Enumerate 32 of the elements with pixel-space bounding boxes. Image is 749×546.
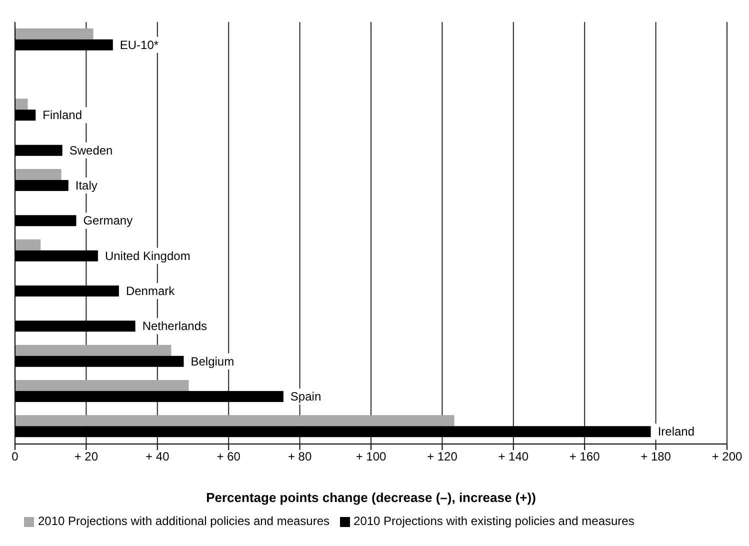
x-tick-label: + 20 <box>74 450 98 464</box>
x-tick-label: + 60 <box>216 450 241 464</box>
x-tick-label: + 140 <box>498 450 529 464</box>
y-tick-label: EU-10* <box>120 38 159 52</box>
x-tick-label: + 100 <box>356 450 386 464</box>
bar <box>15 168 62 180</box>
bar <box>15 239 41 250</box>
x-tick-label: + 40 <box>146 450 170 464</box>
x-axis-title: Percentage points change (decrease (–), increase (+)) <box>206 490 536 505</box>
y-tick-label: Denmark <box>126 284 176 298</box>
y-tick-label: Finland <box>42 108 82 122</box>
legend-label: 2010 Projections with additional policies and measures <box>38 514 330 528</box>
y-tick-label: Spain <box>290 389 322 404</box>
x-tick-label: + 160 <box>569 450 600 464</box>
bar <box>15 28 94 40</box>
x-tick-label: + 200 <box>712 450 742 464</box>
y-tick-label: Italy <box>75 178 98 192</box>
y-tick-label: Belgium <box>190 354 234 368</box>
bar <box>15 380 189 391</box>
y-tick-label: Netherlands <box>142 319 208 334</box>
x-tick-label: + 180 <box>640 450 672 464</box>
y-tick-label: Germany <box>83 214 133 228</box>
y-tick-label: United Kingdom <box>104 248 190 263</box>
bar <box>15 344 172 356</box>
bar <box>15 98 28 110</box>
x-tick-label: + 80 <box>288 450 312 464</box>
x-tick-label: + 120 <box>427 450 458 464</box>
y-tick-label: Ireland <box>658 424 695 439</box>
x-tick-label: 0 <box>12 450 19 464</box>
y-tick-label: Sweden <box>69 143 113 158</box>
legend-label: 2010 Projections with existing policies and measures <box>354 514 634 528</box>
bar <box>15 415 454 426</box>
